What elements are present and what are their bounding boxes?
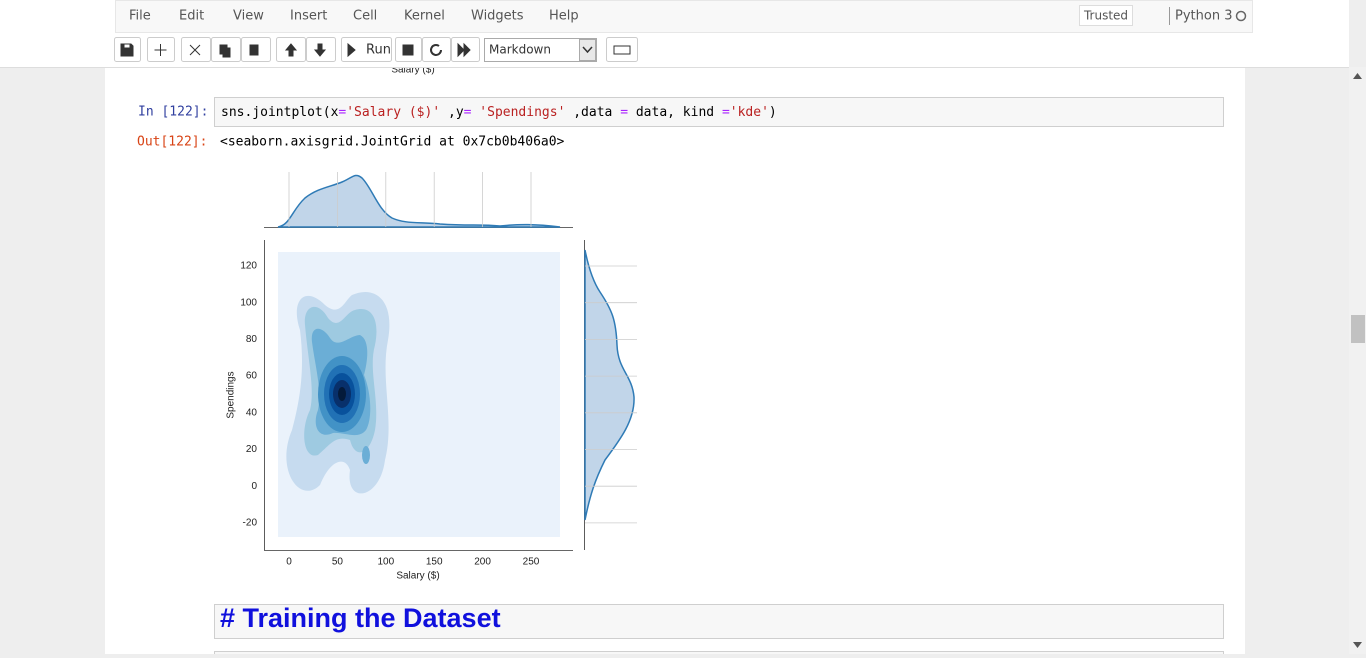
code-token: , <box>440 105 456 120</box>
prev-output-label: Salary ($) <box>391 65 434 76</box>
output-text: <seaborn.axisgrid.JointGrid at 0x7cb0b40… <box>220 135 565 150</box>
code-token: ,data <box>565 105 620 120</box>
code-token <box>471 105 479 120</box>
code-token: = <box>338 105 346 120</box>
menu-item[interactable]: Cell <box>353 9 377 24</box>
input-prompt: In [122]: <box>138 105 208 120</box>
save-icon <box>120 43 134 57</box>
code-token: data, kind <box>628 105 722 120</box>
cell-type-select[interactable] <box>484 38 597 62</box>
menu-item[interactable]: View <box>233 9 264 24</box>
scroll-down[interactable] <box>1353 642 1362 648</box>
trusted-badge[interactable] <box>1079 5 1133 26</box>
cut-icon <box>189 44 201 56</box>
restart-icon <box>430 44 442 56</box>
y-tick-label: 20 <box>246 444 258 455</box>
markdown-text: # Training the Dataset <box>220 603 501 633</box>
copy-icon <box>219 44 231 58</box>
toolbar <box>114 37 638 62</box>
add-icon <box>154 44 167 56</box>
fast-forward-icon <box>457 42 471 58</box>
up-icon <box>284 43 298 57</box>
menu-item[interactable]: Kernel <box>404 9 445 24</box>
select-arrow <box>582 46 593 54</box>
kernel-name: Python 3 <box>1175 9 1232 24</box>
menu: File Edit View Insert Cell Kernel Widgets Help <box>129 9 579 24</box>
kde-level <box>362 446 370 464</box>
x-tick-label: 50 <box>332 557 344 568</box>
paste-icon <box>249 44 259 56</box>
code-token: ) <box>769 105 777 120</box>
joint-plot: Salary ($) Spendings 0 50 100 150 200 2501201… <box>226 172 637 582</box>
scroll-up[interactable] <box>1353 73 1362 79</box>
x-tick-label: 250 <box>523 557 540 568</box>
menu-item[interactable]: Insert <box>290 9 327 24</box>
trusted-text: Trusted <box>1083 9 1128 23</box>
x-tick-label: 100 <box>377 557 394 568</box>
stop-icon <box>402 44 414 56</box>
code-token: y <box>456 105 464 120</box>
toolbar-button[interactable] <box>422 37 451 62</box>
keyboard-icon <box>613 45 631 55</box>
select-arrow-box <box>579 39 596 61</box>
x-marginal-kde <box>277 174 561 228</box>
scrollbar-thumb[interactable] <box>1351 315 1365 343</box>
code-token: = <box>464 105 472 120</box>
menu-item[interactable]: Widgets <box>471 9 524 24</box>
code-token: x <box>331 105 339 120</box>
x-axis-label: Salary ($) <box>396 571 439 582</box>
y-tick-label: 0 <box>251 481 257 492</box>
y-tick-label: 120 <box>240 261 257 272</box>
toolbar-button[interactable] <box>606 37 638 62</box>
cell-type-text: Markdown <box>489 43 551 57</box>
code-token: = <box>722 105 730 120</box>
y-axis-label: Spendings <box>226 371 237 418</box>
output-prompt: Out[122]: <box>137 135 207 150</box>
x-tick-label: 150 <box>426 557 443 568</box>
menu-item[interactable]: File <box>129 9 151 24</box>
run-icon <box>347 42 356 58</box>
y-tick-label: 80 <box>246 334 258 345</box>
menubar <box>115 0 1253 33</box>
y-tick-label: 100 <box>240 297 257 308</box>
code-token: sns.jointplot( <box>221 105 331 120</box>
y-tick-label: 60 <box>246 371 258 382</box>
toolbar-button[interactable] <box>341 37 392 62</box>
kde-level <box>338 387 346 401</box>
x-tick-label: 0 <box>286 557 292 568</box>
code-token: 'kde' <box>730 105 769 120</box>
menu-item[interactable]: Edit <box>179 9 204 24</box>
markdown-editor[interactable] <box>214 604 1224 639</box>
code-token: 'Salary ($)' <box>346 105 440 120</box>
y-tick-label: -20 <box>243 518 258 529</box>
code-token: 'Spendings' <box>479 105 565 120</box>
y-marginal-kde <box>584 249 635 521</box>
code-token: = <box>620 105 628 120</box>
kernel-indicator <box>1235 10 1247 22</box>
code-editor[interactable] <box>214 97 1224 127</box>
y-tick-label: 40 <box>246 407 258 418</box>
menu-item[interactable]: Help <box>549 9 579 24</box>
code-line[interactable]: sns.jointplot(x='Salary ($)' ,y= 'Spendi… <box>221 105 777 120</box>
down-icon <box>313 43 327 57</box>
scrollbar-track[interactable] <box>1349 67 1366 654</box>
run-label: Run <box>366 43 391 58</box>
x-tick-label: 200 <box>474 557 491 568</box>
